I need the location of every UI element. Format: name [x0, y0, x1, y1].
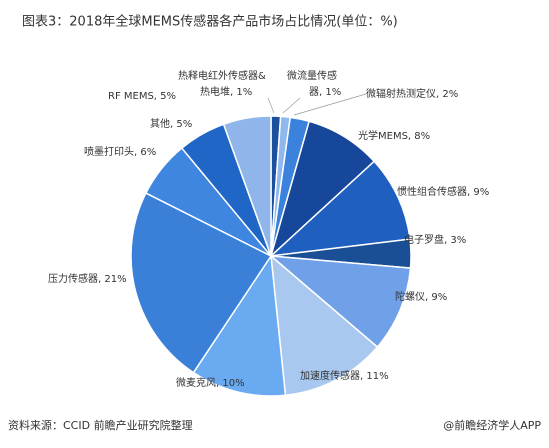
- data-label: 加速度传感器, 11%: [300, 369, 389, 382]
- data-label: 电子罗盘, 3%: [404, 233, 466, 246]
- data-label: 光学MEMS, 8%: [358, 129, 430, 142]
- credit: @前瞻经济学人APP: [443, 418, 541, 432]
- leader-line: [293, 93, 367, 116]
- data-label: 喷墨打印头, 6%: [84, 145, 156, 158]
- pie-slice: [268, 255, 412, 349]
- leader-line: [282, 97, 301, 114]
- data-label: 热释电红外传感器&: [178, 69, 266, 82]
- data-label: 热电堆, 1%: [200, 85, 252, 98]
- data-label: 惯性组合传感器, 9%: [397, 185, 489, 198]
- data-label: 压力传感器, 21%: [48, 272, 127, 285]
- pie-slice: [222, 115, 272, 257]
- pie-slice: [192, 253, 287, 397]
- data-label: 陀螺仪, 9%: [395, 290, 447, 303]
- pie-slice: [268, 160, 411, 258]
- data-label: 微辐射热测定仪, 2%: [366, 87, 458, 100]
- source: 资料来源：CCID 前瞻产业研究院整理: [8, 418, 193, 432]
- data-label: 微流量传感: [287, 69, 337, 82]
- data-label: RF MEMS, 5%: [108, 91, 176, 102]
- pie-slice: [270, 254, 379, 397]
- chart-title: 图表3：2018年全球MEMS传感器各产品市场占比情况(单位：%): [22, 14, 398, 30]
- data-label: 器, 1%: [309, 86, 341, 98]
- leader-line: [267, 97, 275, 114]
- data-label: 其他, 5%: [150, 117, 192, 130]
- pie-slice: [130, 192, 273, 374]
- data-label: 微麦克风, 10%: [176, 376, 245, 389]
